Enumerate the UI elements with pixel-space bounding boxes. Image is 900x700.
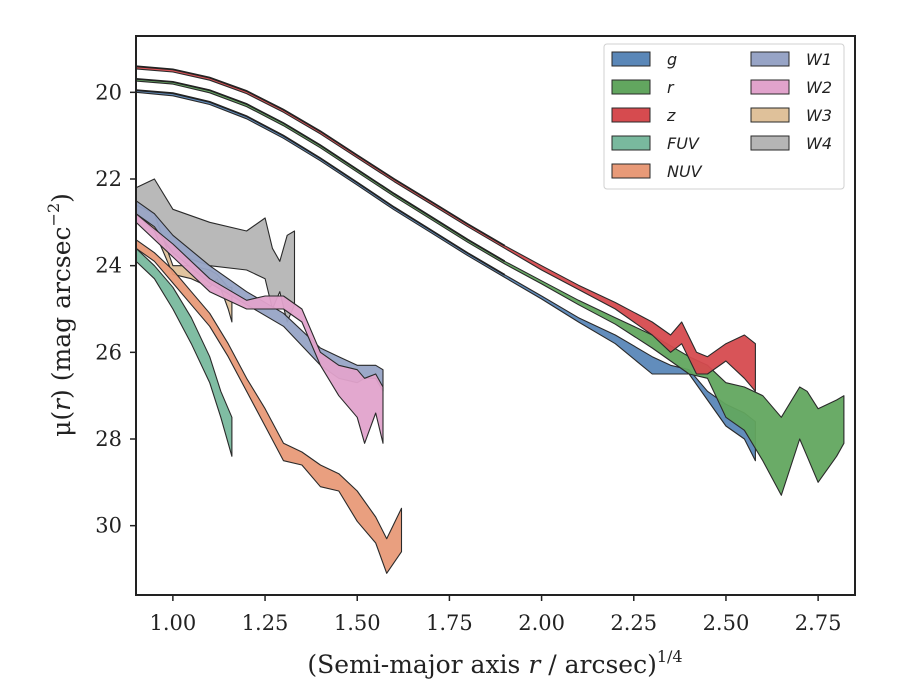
model-curve-1 (136, 65, 506, 247)
legend-label-fuv: FUV (667, 134, 700, 153)
band-w2 (136, 213, 384, 444)
model-curves (136, 65, 506, 276)
legend-swatch-z (611, 107, 651, 123)
profile-bands (136, 65, 845, 574)
x-tick-label: 2.50 (703, 611, 750, 635)
model-curve-2 (136, 78, 506, 263)
plot-frame (135, 35, 856, 596)
legend-swatch-nuv (611, 163, 651, 179)
legend-swatch-w3 (750, 107, 790, 123)
legend-label-w2: W2 (806, 78, 832, 97)
legend-label-g: g (667, 50, 677, 69)
legend-label-z: z (666, 106, 676, 125)
x-tick-label: 1.75 (426, 611, 473, 635)
legend-label-w4: W4 (806, 134, 832, 153)
x-axis-ticks: 1.00 1.25 1.50 1.75 2.00 2.25 2.50 2.75 (149, 595, 842, 635)
legend: grz FUV NUV W1 W2 W3 W4 (603, 43, 845, 190)
band-fuv (136, 247, 233, 457)
y-tick-label: 22 (95, 167, 122, 191)
legend-swatch-fuv (611, 135, 651, 151)
y-tick-label: 28 (95, 427, 122, 451)
legend-swatch-w4 (750, 135, 790, 151)
x-tick-label: 1.00 (149, 611, 196, 635)
y-tick-label: 20 (95, 80, 122, 104)
model-curve-3 (136, 89, 506, 276)
legend-swatch-w1 (750, 51, 790, 67)
band-nuv (136, 239, 403, 574)
x-axis-label: (Semi-major axis r / arcsec)1/4 (307, 647, 682, 679)
y-tick-label: 24 (95, 254, 122, 278)
legend-swatch-w2 (750, 79, 790, 95)
legend-swatch-r (611, 79, 651, 95)
legend-swatch-g (611, 51, 651, 67)
legend-label-w3: W3 (806, 106, 832, 125)
x-tick-label: 2.75 (795, 611, 842, 635)
y-tick-label: 30 (95, 514, 122, 538)
x-tick-label: 1.25 (242, 611, 289, 635)
legend-label-w1: W1 (806, 50, 832, 69)
y-tick-label: 26 (95, 340, 122, 364)
y-axis-label: μ(r) (mag arcsec−2) (44, 193, 76, 437)
x-tick-label: 2.25 (610, 611, 657, 635)
legend-label-r: r (667, 78, 675, 97)
x-tick-label: 1.50 (334, 611, 381, 635)
y-axis-ticks: 20 22 24 26 28 30 (95, 80, 136, 538)
legend-label-nuv: NUV (667, 162, 703, 181)
x-tick-label: 2.00 (518, 611, 565, 635)
